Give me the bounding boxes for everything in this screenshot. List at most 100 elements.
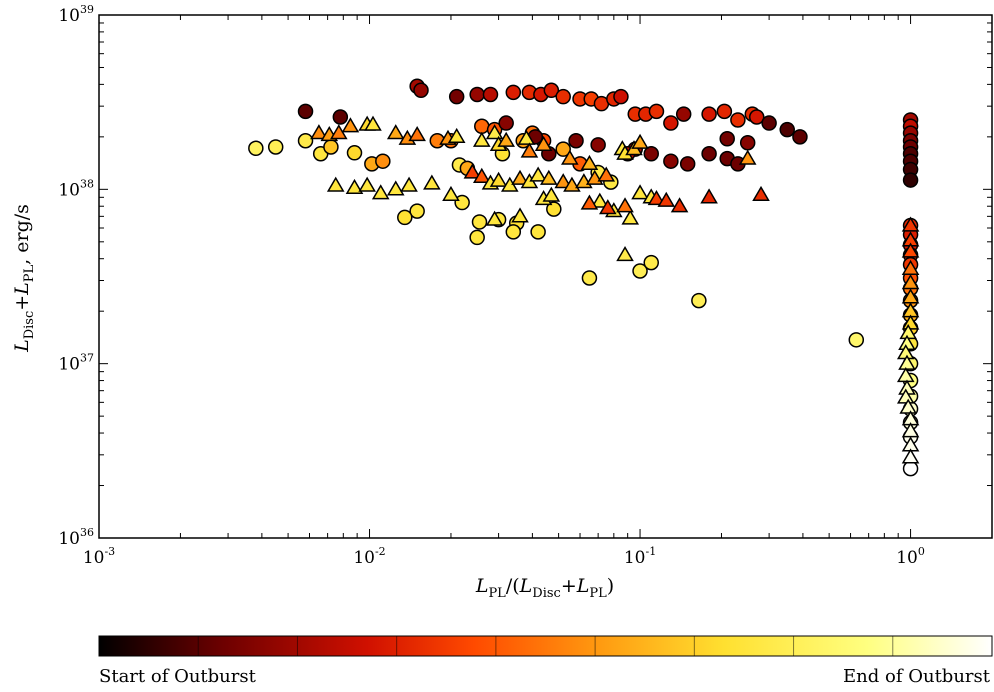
x-tick-label: 10-2 — [353, 545, 385, 568]
circle-point — [716, 103, 733, 120]
circle-point — [730, 112, 746, 128]
triangle-point — [580, 194, 599, 210]
circle-point — [297, 103, 314, 120]
circle-point — [471, 214, 488, 230]
circle-point — [902, 172, 919, 188]
circle-point — [748, 109, 765, 125]
circle-point — [613, 88, 629, 105]
x-tick-label: 10-3 — [83, 545, 115, 568]
triangle-point — [485, 124, 504, 140]
circle-point — [397, 209, 413, 226]
triangle-point — [898, 354, 916, 370]
circle-point — [474, 118, 490, 135]
y-tick-label: 1038 — [58, 177, 94, 200]
triangle-point — [485, 210, 504, 226]
circle-point — [739, 135, 756, 151]
x-tick-label: 100 — [896, 545, 925, 568]
circle-point — [902, 460, 919, 477]
colorbar-left-label: Start of Outburst — [99, 666, 257, 687]
triangle-point — [597, 166, 616, 182]
colorbar-divisions — [197, 636, 894, 656]
circle-point — [555, 88, 571, 105]
circle-point — [663, 115, 679, 131]
triangle-point — [554, 173, 573, 189]
triangle-point — [591, 192, 609, 208]
triangle-point — [700, 188, 718, 204]
triangle-point — [616, 246, 634, 262]
circle-point — [581, 270, 598, 286]
triangle-point — [326, 176, 345, 192]
circle-point — [761, 115, 777, 131]
triangle-point — [345, 178, 364, 194]
triangle-point — [901, 242, 920, 258]
circle-point — [498, 115, 514, 131]
triangle-point — [542, 186, 561, 202]
y-tick-label: 1039 — [58, 3, 94, 26]
triangle-point — [358, 176, 376, 192]
y-tick-label: 1036 — [58, 526, 94, 549]
triangle-point — [631, 184, 649, 200]
circle-point — [792, 129, 808, 145]
triangle-point — [408, 125, 426, 142]
triangle-point — [529, 166, 547, 182]
triangle-point — [364, 115, 382, 131]
circle-point — [691, 292, 707, 309]
triangle-point — [463, 163, 482, 179]
y-axis-title: LDisc+LPL, erg/s — [11, 204, 37, 353]
plot-area-frame — [98, 14, 993, 539]
triangle-point — [447, 127, 466, 144]
circle-point — [454, 194, 470, 211]
circle-point — [482, 86, 499, 103]
triangle-point — [497, 131, 515, 147]
triangle-point — [472, 131, 491, 147]
circle-point — [848, 332, 865, 348]
y-tick-label: 1037 — [58, 352, 94, 375]
circle-point — [555, 141, 571, 157]
circle-point — [643, 145, 659, 162]
triangle-point — [386, 124, 405, 140]
triangle-point — [631, 133, 649, 149]
triangle-point — [341, 117, 360, 133]
data-markers — [248, 78, 920, 477]
circle-point — [546, 201, 562, 217]
x-axis-title: LPL/(LDisc+LPL) — [475, 575, 614, 601]
triangle-point — [670, 197, 689, 213]
circle-point — [267, 139, 284, 155]
triangle-point — [423, 174, 441, 190]
x-title-sub-pl2: PL — [589, 586, 607, 601]
circle-point — [701, 145, 717, 162]
triangle-point — [540, 169, 558, 185]
circle-point — [375, 153, 391, 169]
triangle-point — [616, 197, 634, 213]
circle-point — [248, 140, 264, 157]
triangle-point — [371, 184, 390, 200]
colorbar-right-label: End of Outburst — [843, 666, 991, 687]
colorbar — [98, 635, 993, 657]
circle-point — [448, 88, 465, 105]
triangle-point — [534, 135, 553, 151]
circle-point — [505, 84, 522, 101]
triangle-point — [752, 185, 770, 201]
axis-ticks: 10-3 10-2 10-1 100 1036 1037 1038 1039 — [58, 3, 993, 568]
triangle-point — [400, 176, 418, 192]
circle-point — [413, 82, 429, 99]
triangle-point — [598, 199, 617, 215]
circle-point — [719, 131, 735, 147]
circle-point — [469, 86, 485, 103]
triangle-point — [647, 190, 666, 206]
triangle-point — [580, 154, 599, 171]
triangle-point — [561, 149, 579, 165]
circle-point — [568, 132, 584, 149]
triangle-point — [511, 169, 529, 185]
circle-point — [543, 82, 560, 99]
triangle-point — [657, 191, 676, 207]
circle-point — [643, 254, 659, 271]
circle-point — [679, 156, 696, 172]
triangle-point — [386, 180, 405, 196]
triangle-point — [442, 185, 460, 201]
triangle-point — [310, 124, 328, 140]
circle-point — [675, 106, 692, 122]
circle-point — [469, 229, 485, 246]
circle-point — [648, 103, 665, 120]
circle-point — [530, 224, 546, 240]
